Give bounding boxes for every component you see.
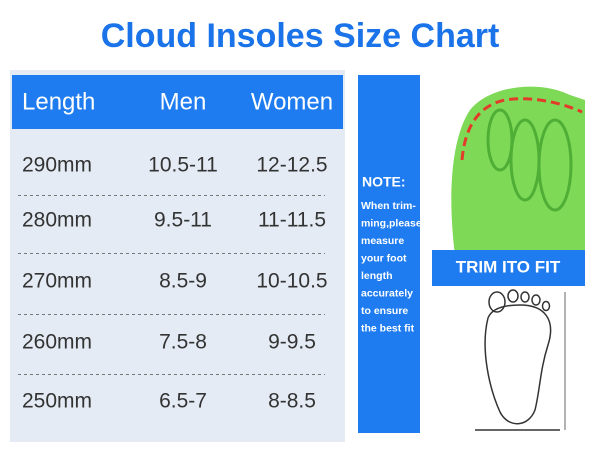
note-line: your foot xyxy=(361,252,407,264)
table-cell: 260mm xyxy=(22,331,92,354)
table-cell: 8-8.5 xyxy=(268,390,316,413)
banner xyxy=(432,250,585,286)
banner-text: TRIM ITO FIT xyxy=(456,257,561,276)
table-cell: 10.5-11 xyxy=(148,154,218,177)
table-cell: 10-10.5 xyxy=(256,270,327,293)
table-cell: 290mm xyxy=(22,154,92,177)
table-cell: 9.5-11 xyxy=(154,209,212,232)
note-title: NOTE: xyxy=(362,174,406,190)
table-cell: 7.5-8 xyxy=(159,331,207,354)
note-line: ming,please xyxy=(361,217,422,229)
note-line: length xyxy=(361,270,393,282)
table-cell: 9-9.5 xyxy=(268,331,316,354)
title: Cloud Insoles Size Chart xyxy=(101,17,500,55)
table-cell: 12-12.5 xyxy=(256,154,327,177)
table-cell: 6.5-7 xyxy=(159,390,207,413)
insole-image xyxy=(432,75,587,435)
table-cell: 280mm xyxy=(22,209,92,232)
note-line: When trim- xyxy=(361,200,416,212)
table-cell: 270mm xyxy=(22,270,92,293)
table-cell: 250mm xyxy=(22,390,92,413)
note-line: accurately xyxy=(361,287,413,299)
note-line: measure xyxy=(361,235,404,247)
note-line: to ensure xyxy=(361,305,408,317)
header-cell: Men xyxy=(160,88,207,115)
note-line: the best fit xyxy=(361,322,415,334)
table-cell: 11-11.5 xyxy=(258,209,326,232)
header-cell: Women xyxy=(251,88,333,115)
table-header xyxy=(12,75,343,129)
table-panel xyxy=(10,70,345,442)
foot-diagram xyxy=(475,289,566,431)
header-cell: Length xyxy=(22,88,95,115)
note-bar xyxy=(358,75,420,433)
table-cell: 8.5-9 xyxy=(159,270,207,293)
